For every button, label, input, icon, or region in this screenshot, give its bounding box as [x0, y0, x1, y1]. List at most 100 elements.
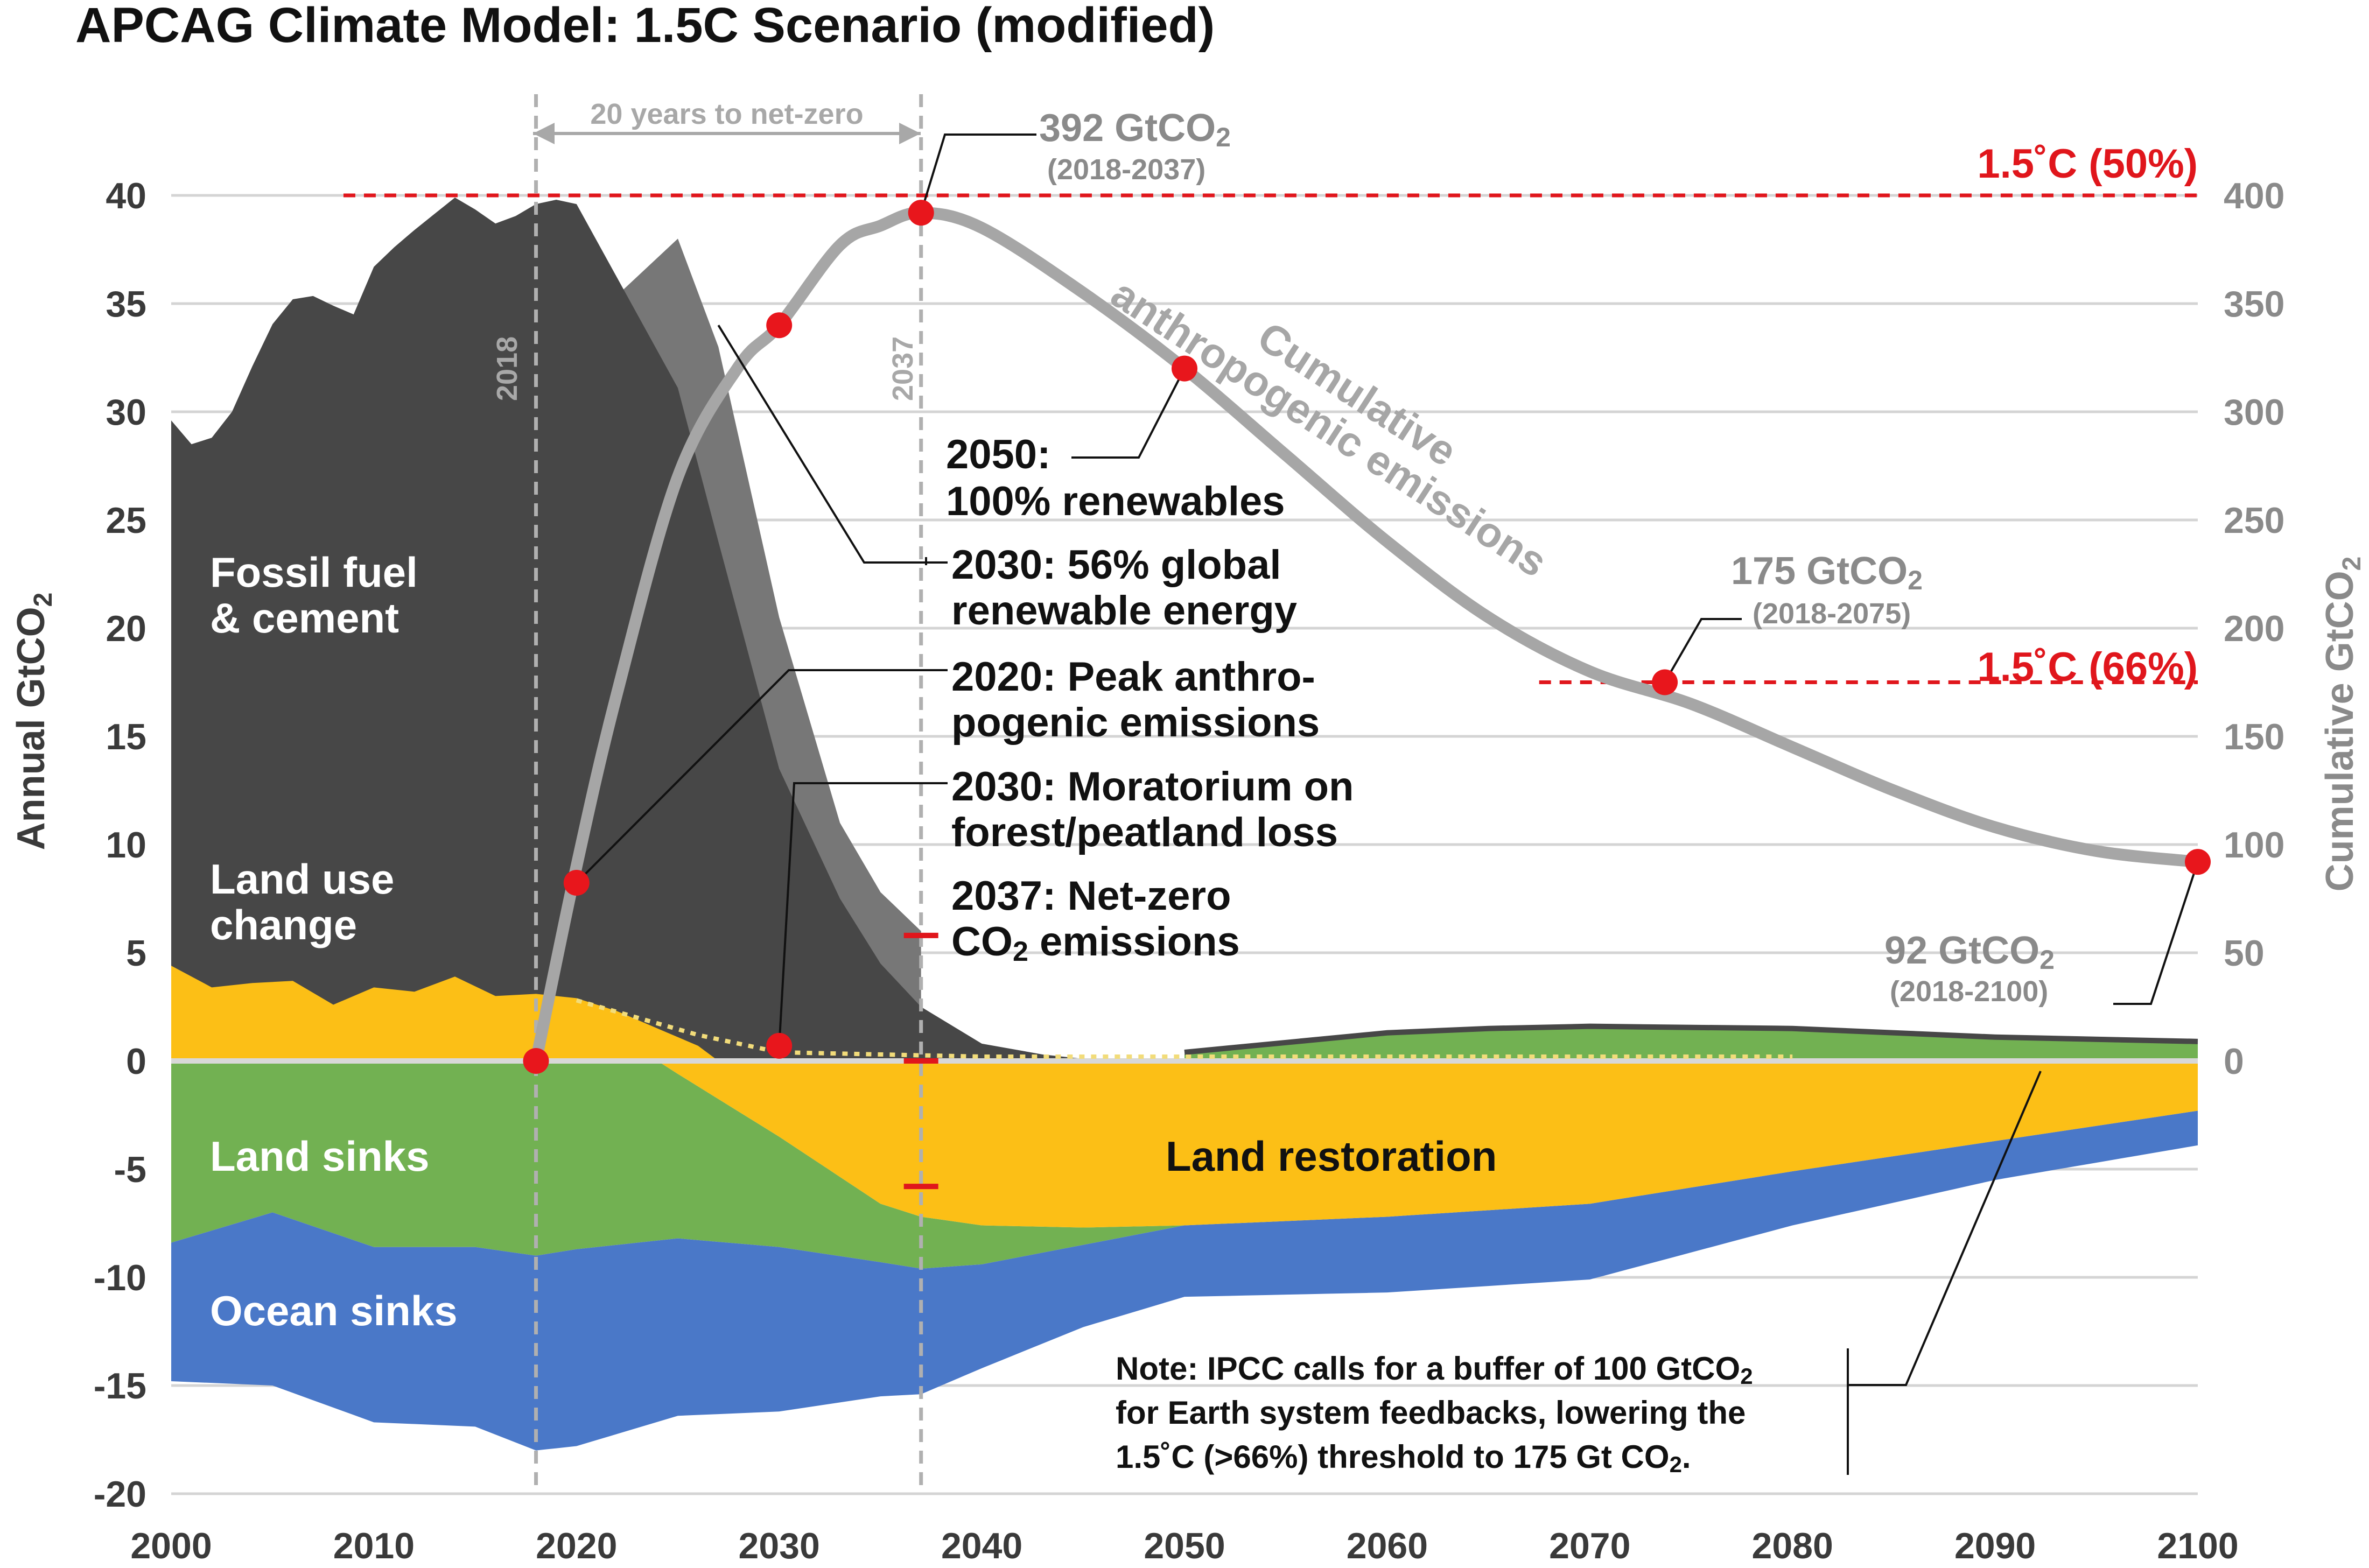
leader-note [1848, 1071, 2042, 1386]
marker-2050 [1172, 355, 1197, 382]
ann-2037-line1: 2037: Net-zero [951, 873, 1231, 919]
note-line3-sub: 2 [1670, 1452, 1682, 1477]
marker-2037-peak [908, 200, 934, 226]
marker-2030-zero [766, 1032, 793, 1059]
gt175-range: (2018-2075) [1753, 597, 1911, 630]
area-land-use-change [171, 966, 2198, 1061]
y2-tick-350: 350 [2224, 284, 2284, 325]
ann-2050-line1: 2050: [946, 432, 1050, 477]
marker-2075 [1652, 669, 1678, 695]
gt392-range: (2018-2037) [1047, 153, 1205, 186]
note-line2: for Earth system feedbacks, lowering the [1116, 1395, 1746, 1431]
ann-2020-line2: pogenic emissions [951, 700, 1320, 746]
label-fossil-line1: Fossil fuel [210, 549, 418, 596]
marker-2020 [563, 870, 590, 896]
gt392-label: 392 GtCO2 [1039, 107, 1231, 152]
gt92-sub: 2 [2039, 945, 2055, 975]
y2-tick-100: 100 [2224, 825, 2284, 866]
y-tick-20: 20 [106, 608, 146, 649]
label-fossil-line2: & cement [210, 594, 399, 642]
ann-2037-rest: emissions [1028, 919, 1240, 965]
threshold-50-label: 1.5˚C (50%) [1977, 141, 2198, 187]
x-tick-2040: 2040 [941, 1525, 1022, 1566]
x-tick-2020: 2020 [536, 1525, 617, 1566]
note-line1-sub: 2 [1740, 1363, 1753, 1389]
ann-2020-line1: 2020: Peak anthro- [951, 654, 1315, 700]
label-land-sinks: Land sinks [210, 1133, 429, 1180]
y2-tick-300: 300 [2224, 392, 2284, 433]
area-ocean-sinks [171, 1110, 2198, 1451]
y2-tick-50: 50 [2224, 933, 2265, 974]
gt92-main: 92 GtCO [1884, 929, 2039, 972]
y-tick-40: 40 [106, 175, 146, 216]
leader-2050 [1071, 368, 1186, 459]
gt175-main: 175 GtCO [1731, 550, 1908, 593]
area-fossil-fuel [171, 198, 2198, 1061]
marker-2030-cum [766, 312, 793, 339]
leader-2030-moratorium [778, 782, 948, 1046]
data-lines [171, 94, 2204, 1494]
leader-2020 [576, 669, 948, 884]
note-line3-main: 1.5˚C (>66%) threshold to 175 Gt CO [1116, 1439, 1670, 1475]
marker-2018 [523, 1048, 549, 1074]
x-tick-2060: 2060 [1347, 1525, 1428, 1566]
y-tick-10: 10 [106, 825, 146, 866]
leader-392 [920, 133, 1036, 213]
area-positive-sink [1184, 1028, 2198, 1061]
land-use-dotted-line [576, 998, 1793, 1059]
y2-tick-0: 0 [2224, 1041, 2244, 1082]
gt92-label: 92 GtCO2 [1884, 929, 2055, 975]
x-tick-2010: 2010 [333, 1525, 415, 1566]
x-tick-2100: 2100 [2157, 1525, 2238, 1566]
left-axis-label: Annual GtCO2 [10, 593, 58, 850]
left-axis-label-sub: 2 [29, 593, 58, 607]
label-landuse-line2: change [210, 901, 357, 948]
ann-2037-co: CO [951, 919, 1013, 965]
y2-tick-150: 150 [2224, 716, 2284, 757]
y-tick-35: 35 [106, 284, 146, 325]
x-tick-2050: 2050 [1144, 1525, 1225, 1566]
right-axis-label: Cumulative GtCO2 [2318, 557, 2366, 892]
y-tick-30: 30 [106, 392, 146, 433]
span-label: 20 years to net-zero [590, 98, 863, 130]
gt175-sub: 2 [1908, 565, 1923, 595]
y2-tick-400: 400 [2224, 175, 2284, 216]
y-tick-25: 25 [106, 500, 146, 541]
leader-175 [1664, 618, 1742, 683]
right-axis-label-main: Cumulative GtCO [2318, 571, 2361, 891]
gt392-main: 392 GtCO [1039, 107, 1216, 150]
ann-2030r-line2: renewable energy [951, 588, 1297, 634]
ann-2030r-line1: 2030: 56% global [951, 542, 1281, 588]
x-tick-2000: 2000 [130, 1525, 212, 1566]
ann-2030m-line2: forest/peatland loss [951, 810, 1338, 855]
label-landuse-line1: Land use [210, 855, 394, 903]
ann-2037-sub: 2 [1013, 936, 1028, 967]
x-tick-2070: 2070 [1549, 1525, 1630, 1566]
note-line3-end: . [1682, 1439, 1691, 1475]
vline-2018-label: 2018 [491, 336, 523, 401]
ann-2050-line2: 100% renewables [946, 479, 1285, 524]
gt92-range: (2018-2100) [1890, 975, 2048, 1008]
note-line1: Note: IPCC calls for a buffer of 100 GtC… [1116, 1351, 1753, 1389]
area-land-sinks [171, 1061, 2198, 1269]
span-arrow [533, 92, 921, 144]
y-tick-0: 0 [126, 1041, 146, 1082]
y-tick--10: -10 [94, 1257, 146, 1298]
x-tick-2080: 2080 [1752, 1525, 1833, 1566]
leader-92 [2113, 861, 2199, 1005]
cumulative-emissions-line [530, 207, 2204, 1067]
area-positive-cap [1184, 1023, 2198, 1055]
chart-title: APCAG Climate Model: 1.5C Scenario (modi… [75, 0, 1215, 53]
y-tick--20: -20 [94, 1474, 146, 1515]
x-tick-2090: 2090 [1954, 1525, 2036, 1566]
vline-2037-label: 2037 [887, 336, 919, 401]
label-ocean-sinks: Ocean sinks [210, 1287, 458, 1334]
right-axis-label-sub: 2 [2338, 557, 2366, 571]
ann-2037-line2: CO2 emissions [951, 919, 1240, 967]
y-tick--5: -5 [114, 1149, 146, 1190]
y-tick-5: 5 [126, 933, 146, 974]
y2-tick-250: 250 [2224, 500, 2284, 541]
leader-2030-renewables [717, 325, 948, 564]
annotation-overlay [523, 133, 2211, 1475]
